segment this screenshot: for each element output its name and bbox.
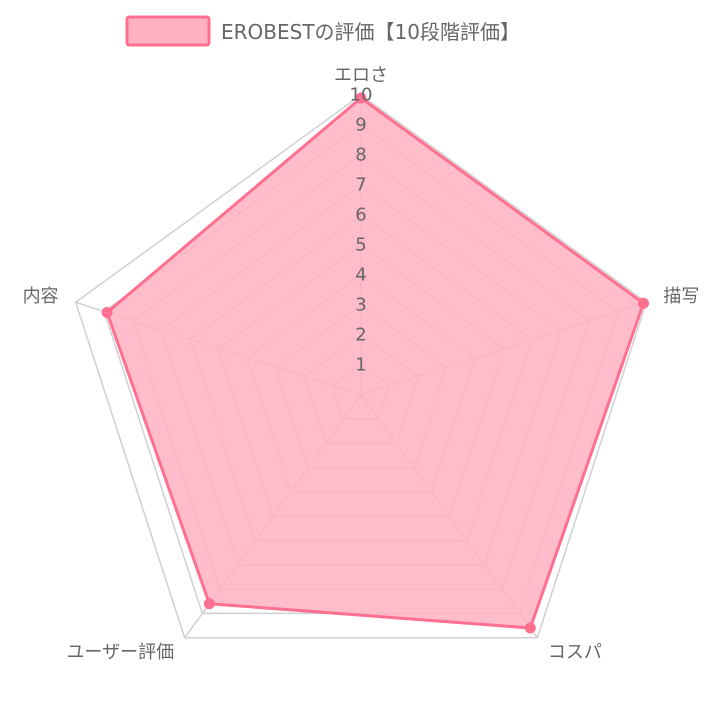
- tick-label-7: 7: [355, 175, 366, 196]
- tick-label-4: 4: [355, 265, 366, 286]
- legend-label: EROBESTの評価【10段階評価】: [221, 20, 520, 44]
- grid-ring-10: [74, 94, 648, 639]
- axis-label-0: エロさ: [334, 65, 388, 86]
- data-area: [105, 96, 645, 630]
- data-point-2[interactable]: [524, 622, 536, 634]
- tick-label-2: 2: [355, 325, 366, 346]
- axis-label-4: 内容: [23, 286, 59, 307]
- data-series: [101, 92, 649, 634]
- tick-label-9: 9: [355, 115, 366, 136]
- tick-label-10: 10: [350, 85, 373, 106]
- data-point-1[interactable]: [637, 297, 649, 309]
- legend-swatch: [125, 15, 211, 47]
- axis-label-1: 描写: [663, 286, 699, 307]
- tick-label-6: 6: [355, 205, 366, 226]
- tick-labels: 1 2 3 4 5 6 7 8 9 10: [350, 85, 373, 376]
- axis-label-2: コスパ: [548, 642, 602, 663]
- data-point-4[interactable]: [101, 306, 113, 318]
- data-point-3[interactable]: [203, 598, 215, 610]
- tick-label-3: 3: [355, 295, 366, 316]
- legend[interactable]: EROBESTの評価【10段階評価】: [125, 15, 520, 47]
- tick-label-8: 8: [355, 145, 366, 166]
- axis-label-3: ユーザー評価: [66, 642, 174, 663]
- data-point-0[interactable]: [355, 92, 367, 104]
- tick-label-1: 1: [355, 355, 366, 376]
- tick-label-5: 5: [355, 235, 366, 256]
